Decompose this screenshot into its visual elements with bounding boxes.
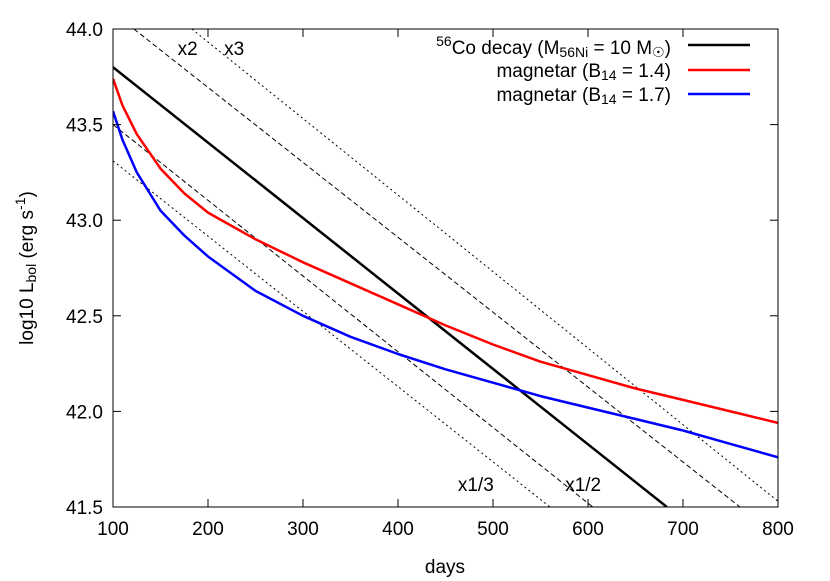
y-tick-label: 44.0 [66,20,103,41]
legend: 56Co decay (M56Ni = 10 M☉) magnetar (B14… [436,33,750,107]
legend-label-co-decay: 56Co decay (M56Ni = 10 M☉) [436,33,671,60]
annotation-label: x3 [224,39,244,60]
y-tick-label: 42.0 [66,402,103,423]
y-tick-label: 43.0 [66,211,103,232]
annotations: x2 x3 x1/3 x1/2 [178,39,602,496]
x-axis-label: days [425,557,465,578]
y-tick-label: 41.5 [66,498,103,519]
x-axis: 100 200 300 400 500 600 700 800 [97,29,794,540]
x-tick-label: 300 [287,519,319,540]
annotation-label: x1/2 [565,475,601,496]
reference-lines [113,29,778,507]
series-lines [113,66,778,507]
reference-line-x3 [191,29,778,502]
y-axis-label: log10 Lbol (erg s-1) [12,191,39,345]
series-line-magnetar-1-4 [113,78,778,425]
x-tick-label: 800 [762,519,794,540]
reference-line-x1-2 [113,124,594,507]
annotation-label: x2 [178,39,198,60]
series-line-co-decay [113,66,668,507]
y-tick-label: 42.5 [66,307,103,328]
x-tick-label: 500 [477,519,509,540]
series-line-magnetar-1-7 [113,110,778,459]
annotation-label: x1/3 [458,475,494,496]
x-tick-label: 700 [667,519,699,540]
reference-line-x2 [133,29,741,507]
x-tick-label: 200 [192,519,224,540]
reference-line-x1-3 [113,160,551,507]
y-axis: 41.5 42.0 42.5 43.0 43.5 44.0 [66,20,778,519]
x-tick-label: 100 [97,519,129,540]
legend-label-magnetar-1-4: magnetar (B14 = 1.4) [496,61,671,83]
legend-label-magnetar-1-7: magnetar (B14 = 1.7) [496,85,671,107]
x-tick-label: 400 [382,519,414,540]
x-tick-label: 600 [572,519,604,540]
y-tick-label: 43.5 [66,116,103,137]
plot-frame [112,28,779,508]
